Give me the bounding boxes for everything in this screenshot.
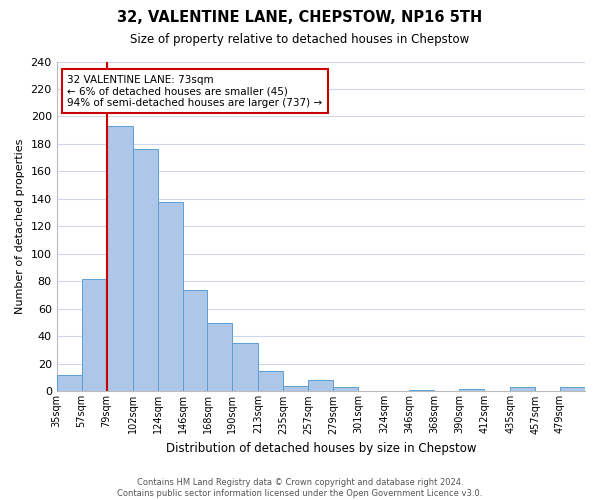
Bar	[208, 322, 232, 392]
Bar	[308, 380, 334, 392]
Y-axis label: Number of detached properties: Number of detached properties	[15, 139, 25, 314]
X-axis label: Distribution of detached houses by size in Chepstow: Distribution of detached houses by size …	[166, 442, 476, 455]
Bar	[560, 388, 585, 392]
Bar	[259, 371, 283, 392]
Bar	[82, 278, 107, 392]
Bar	[182, 290, 208, 392]
Bar	[107, 126, 133, 392]
Bar	[56, 375, 82, 392]
Bar	[510, 388, 535, 392]
Text: 32 VALENTINE LANE: 73sqm
← 6% of detached houses are smaller (45)
94% of semi-de: 32 VALENTINE LANE: 73sqm ← 6% of detache…	[67, 74, 322, 108]
Bar	[459, 388, 484, 392]
Bar	[232, 344, 259, 392]
Text: Contains HM Land Registry data © Crown copyright and database right 2024.
Contai: Contains HM Land Registry data © Crown c…	[118, 478, 482, 498]
Text: 32, VALENTINE LANE, CHEPSTOW, NP16 5TH: 32, VALENTINE LANE, CHEPSTOW, NP16 5TH	[118, 10, 482, 25]
Bar	[133, 150, 158, 392]
Bar	[334, 388, 358, 392]
Bar	[283, 386, 308, 392]
Bar	[158, 202, 182, 392]
Text: Size of property relative to detached houses in Chepstow: Size of property relative to detached ho…	[130, 32, 470, 46]
Bar	[409, 390, 434, 392]
